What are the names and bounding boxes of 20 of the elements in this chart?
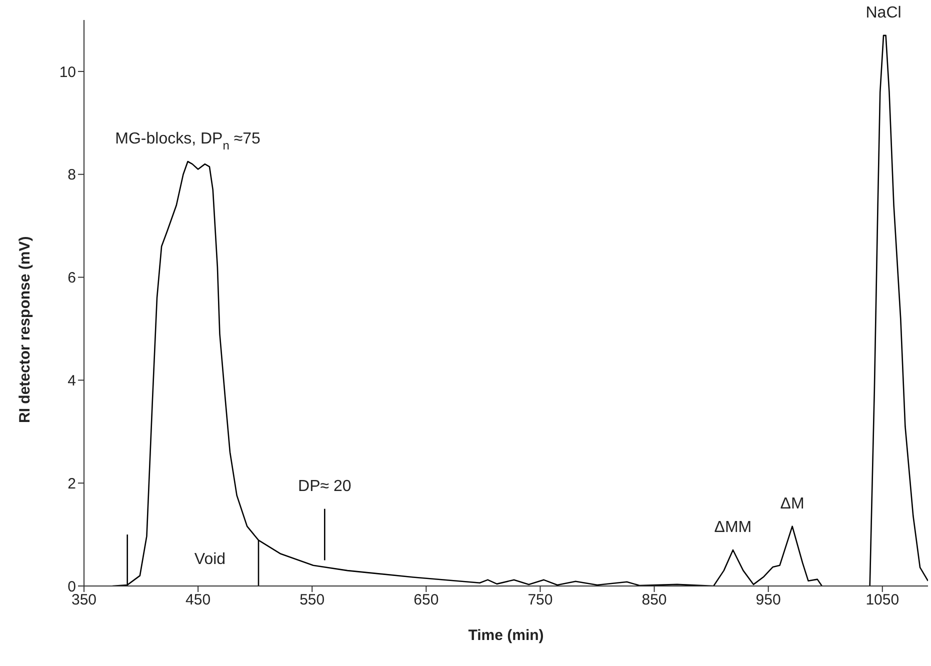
y-tick-label: 8 xyxy=(68,166,76,184)
y-tick-label: 10 xyxy=(59,64,76,81)
x-tick-label: 850 xyxy=(642,592,667,609)
annotation: NaCl xyxy=(866,4,902,22)
y-axis-title: RI detector response (mV) xyxy=(16,236,34,423)
x-tick-label: 750 xyxy=(528,592,553,609)
y-tick-label: 4 xyxy=(68,372,76,390)
y-tick-label: 2 xyxy=(68,475,76,492)
x-tick-label: 650 xyxy=(414,592,439,609)
x-tick-label: 950 xyxy=(756,592,781,609)
annotation: DP≈ 20 xyxy=(298,478,352,496)
x-axis-title: Time (min) xyxy=(468,627,544,644)
annotation: MG-blocks, DP$_{n}$ ≈75 xyxy=(115,130,261,153)
annotation: ΔM xyxy=(780,496,804,513)
annotation: ΔMM xyxy=(714,519,752,536)
y-tick-label: 6 xyxy=(68,270,76,287)
x-tick-label: 450 xyxy=(186,592,211,609)
x-tick-label: 1050 xyxy=(866,592,900,609)
annotation: Void xyxy=(194,551,226,568)
x-tick-label: 550 xyxy=(300,592,325,609)
